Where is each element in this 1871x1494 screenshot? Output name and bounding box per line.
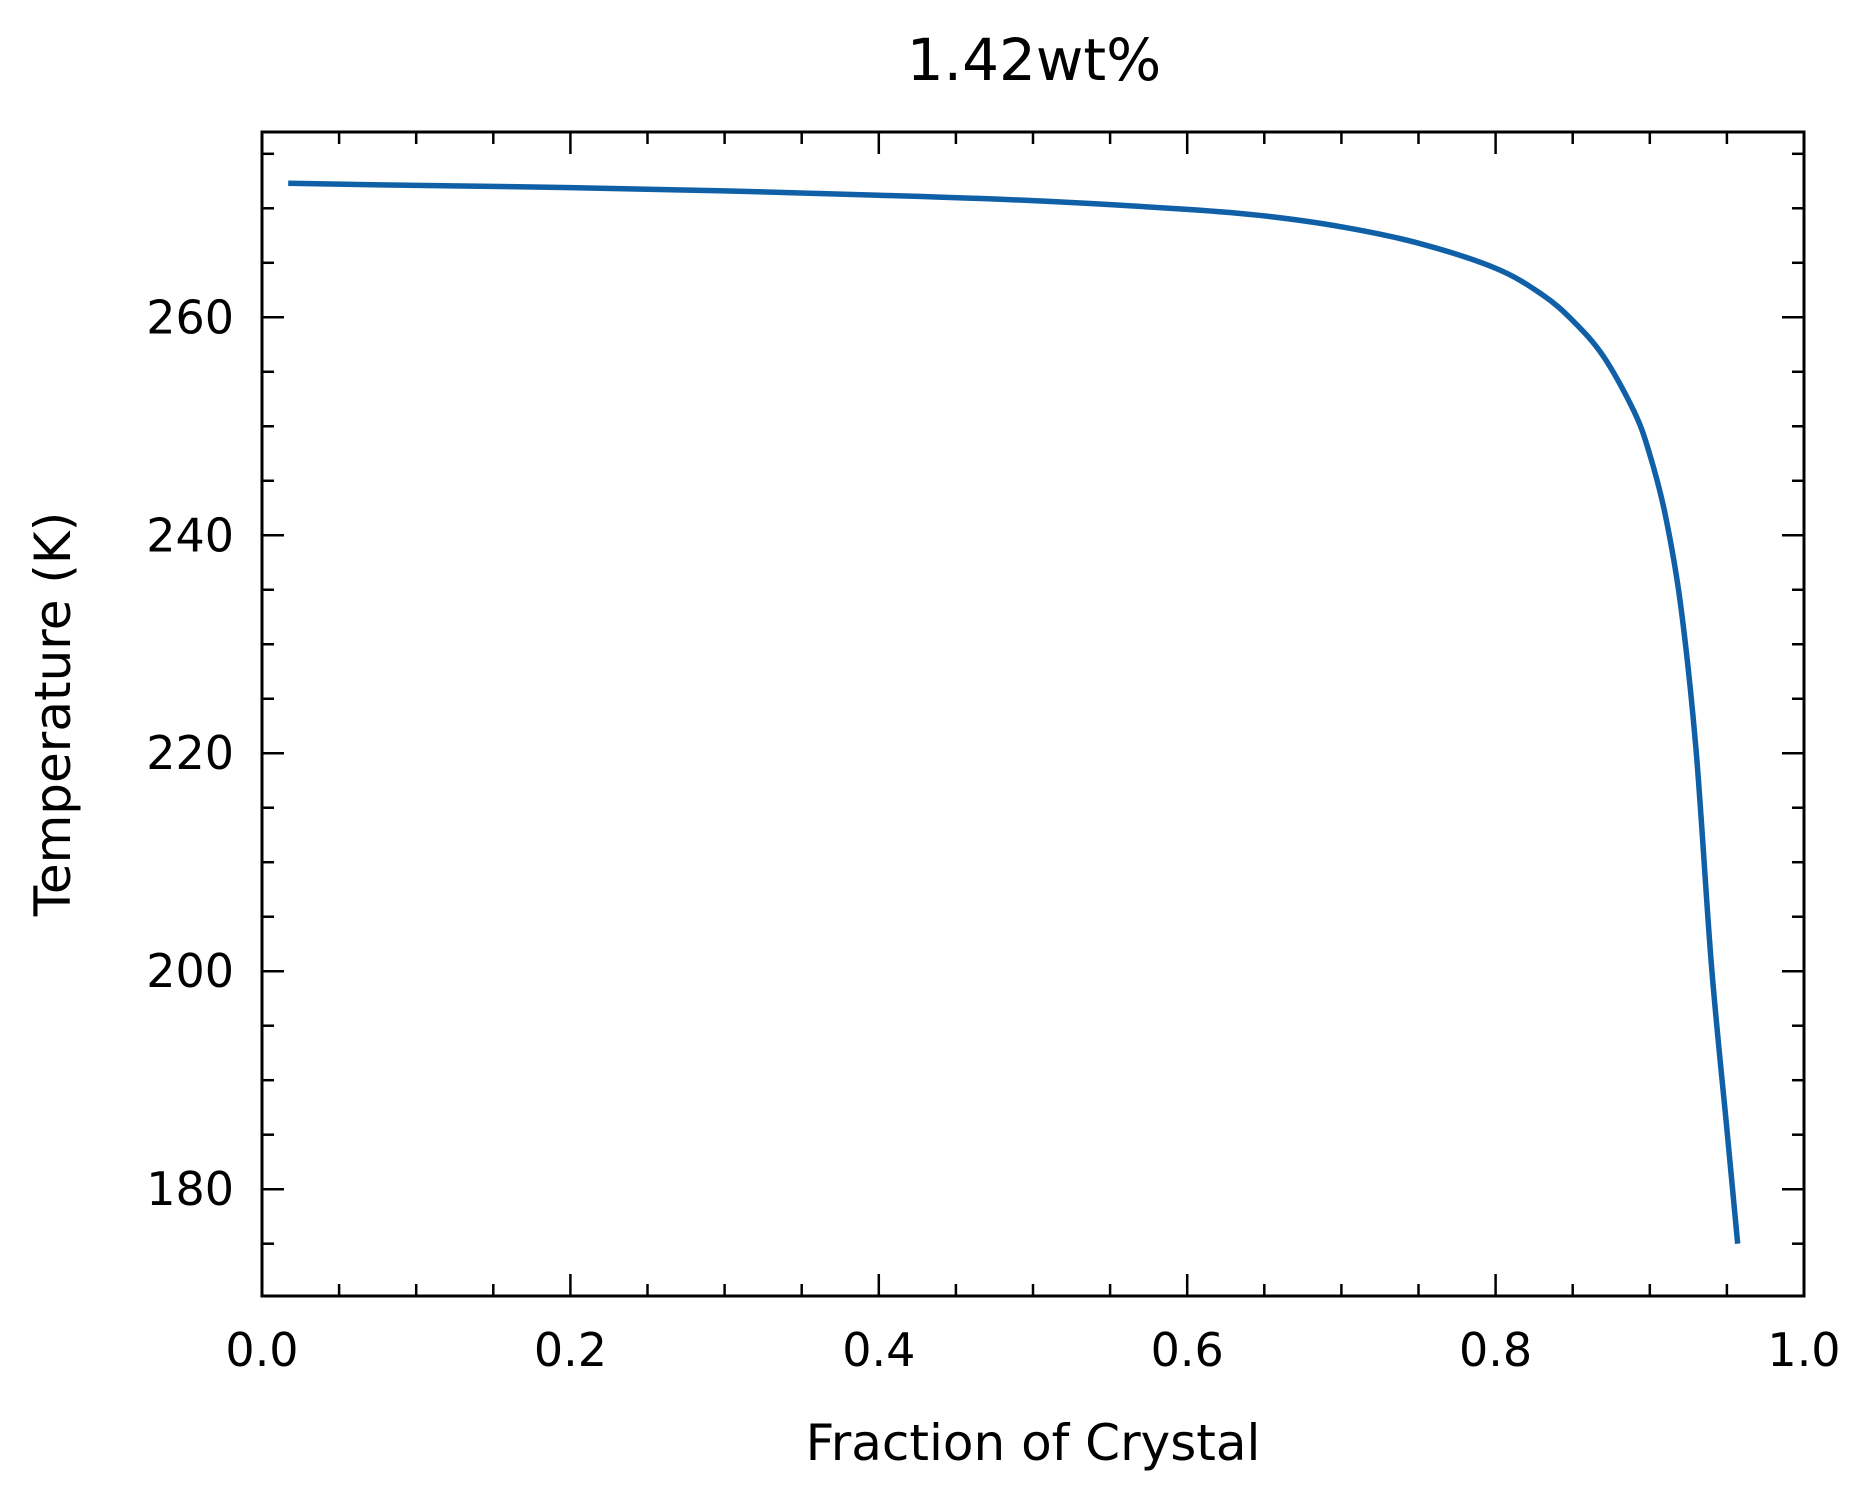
x-tick-label: 1.0	[1767, 1323, 1840, 1377]
plot-frame	[260, 130, 1806, 1298]
y-axis-title: Temperature (K)	[24, 512, 82, 917]
y-tick-label: 260	[146, 290, 234, 344]
y-tick-label: 240	[146, 508, 234, 562]
x-tick-label: 0.8	[1459, 1323, 1532, 1377]
x-tick-label: 0.2	[534, 1323, 607, 1377]
x-tick-label: 0.4	[842, 1323, 915, 1377]
x-axis-title: Fraction of Crystal	[806, 1414, 1261, 1472]
x-tick-label: 0.6	[1151, 1323, 1224, 1377]
series-layer	[288, 180, 1741, 1244]
y-tick-label: 180	[146, 1162, 234, 1216]
tick-labels: 0.0 0.2 0.4 0.6 0.8 1.0 180 200 220 240 260	[146, 290, 1840, 1377]
y-tick-label: 220	[146, 726, 234, 780]
axis-ticks	[260, 132, 1806, 1296]
series-line-0	[288, 180, 1741, 1244]
x-tick-label: 0.0	[225, 1323, 298, 1377]
chart-title: 1.42wt%	[907, 26, 1161, 94]
y-tick-label: 200	[146, 944, 234, 998]
